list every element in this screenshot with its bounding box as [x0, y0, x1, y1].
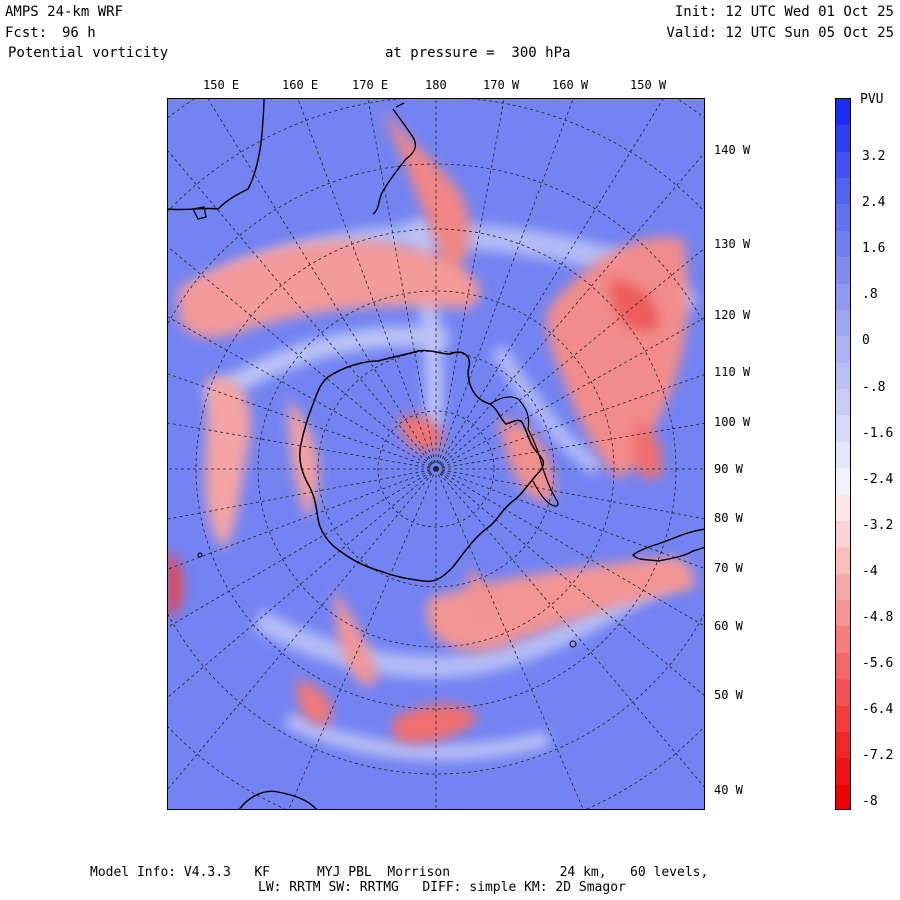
antarctica-coastline	[299, 349, 545, 583]
colorbar-swatch	[836, 389, 850, 417]
colorbar-swatch	[836, 468, 850, 496]
lon-label-right: 70 W	[714, 561, 743, 575]
south-america-coastline	[632, 528, 704, 562]
colorbar-swatch	[836, 784, 850, 809]
colorbar-swatch	[836, 362, 850, 391]
colorbar-units: PVU	[860, 92, 884, 107]
colorbar-swatch	[836, 309, 850, 338]
lon-label-top: 160 E	[282, 78, 319, 92]
colorbar-swatch	[836, 600, 850, 628]
new-zealand-coastline	[372, 102, 417, 215]
lon-label-top: 180	[425, 78, 447, 92]
lon-label-right: 80 W	[714, 511, 743, 525]
lon-label-top: 170 E	[352, 78, 389, 92]
colorbar-swatch	[836, 415, 850, 443]
colorbar-tick-label: -3.2	[862, 517, 894, 533]
colorbar-swatch	[836, 125, 850, 153]
colorbar-swatch	[836, 178, 850, 206]
colorbar-swatch	[836, 758, 850, 786]
lon-label-right: 110 W	[714, 365, 751, 379]
lon-label-top: 150 E	[203, 78, 240, 92]
colorbar-tick-label: -7.2	[862, 748, 894, 764]
colorbar-swatch	[836, 494, 850, 522]
colorbar-swatch	[836, 652, 850, 681]
model-info: Model Info: V4.3.3 KF MYJ PBL Morrison 2…	[90, 865, 709, 880]
colorbar-swatch	[836, 441, 850, 470]
model-title: AMPS 24-km WRF	[5, 4, 124, 20]
colorbar-tick-label: -2.4	[862, 471, 894, 487]
longitude-lines	[168, 99, 704, 809]
lon-label-right: 50 W	[714, 688, 743, 702]
colorbar-tick-label: 0	[862, 333, 870, 349]
valid-time: Valid: 12 UTC Sun 05 Oct 25	[666, 25, 894, 41]
forecast-value: 96 h	[62, 25, 96, 41]
lon-label-right: 140 W	[714, 143, 751, 157]
island-marker	[197, 552, 203, 558]
colorbar-tick-label: -4	[862, 563, 878, 579]
colorbar-tick-label: -.8	[862, 379, 886, 395]
lon-label-top: 170 W	[483, 78, 520, 92]
colorbar-swatch	[836, 257, 850, 285]
colorbar-swatch	[836, 731, 850, 760]
map-canvas	[168, 99, 704, 809]
colorbar-swatch	[836, 99, 850, 127]
colorbar-tick-label: 2.4	[862, 195, 886, 211]
lon-label-right: 100 W	[714, 415, 751, 429]
antarctic-peninsula	[489, 396, 559, 507]
colorbar-tick-label: .8	[862, 287, 878, 303]
colorbar-swatch	[836, 151, 850, 180]
colorbar-swatch	[836, 204, 850, 232]
africa-coastline	[238, 790, 318, 809]
colorbar-tick-label: -6.4	[862, 702, 894, 718]
lon-label-right: 120 W	[714, 308, 751, 322]
pressure-level: at pressure = 300 hPa	[385, 45, 571, 61]
colorbar-tick-label: -8	[862, 794, 878, 810]
colorbar-swatch	[836, 547, 850, 575]
lon-label-right: 40 W	[714, 783, 743, 797]
potential-vorticity-map	[167, 98, 705, 810]
colorbar-tick-label: -4.8	[862, 610, 894, 625]
lon-label-top: 160 W	[552, 78, 589, 92]
lon-label-right: 60 W	[714, 619, 743, 633]
colorbar-swatch	[836, 626, 850, 654]
tasmania-coastline	[192, 206, 207, 220]
forecast-label: Fcst:	[5, 25, 48, 41]
colorbar-tick-label: 1.6	[862, 241, 886, 257]
physics-info: LW: RRTM SW: RRTMG DIFF: simple KM: 2D S…	[258, 880, 626, 895]
colorbar-swatch	[836, 705, 850, 733]
colorbar-tick-label: -1.6	[862, 425, 894, 441]
init-time: Init: 12 UTC Wed 01 Oct 25	[674, 4, 894, 20]
colorbar-swatch	[836, 573, 850, 602]
lon-label-top: 150 W	[630, 78, 667, 92]
colorbar-tick-label: -5.6	[862, 656, 894, 672]
lon-label-right: 130 W	[714, 237, 751, 251]
pv-colorbar	[835, 98, 851, 810]
colorbar-swatch	[836, 230, 850, 259]
colorbar-tick-label: 3.2	[862, 149, 886, 164]
colorbar-swatch	[836, 336, 850, 364]
colorbar-swatch	[836, 520, 850, 549]
lon-label-right: 90 W	[714, 462, 743, 476]
colorbar-swatch	[836, 283, 850, 311]
island-marker	[569, 640, 577, 648]
field-name: Potential vorticity	[8, 45, 169, 61]
colorbar-swatch	[836, 679, 850, 707]
